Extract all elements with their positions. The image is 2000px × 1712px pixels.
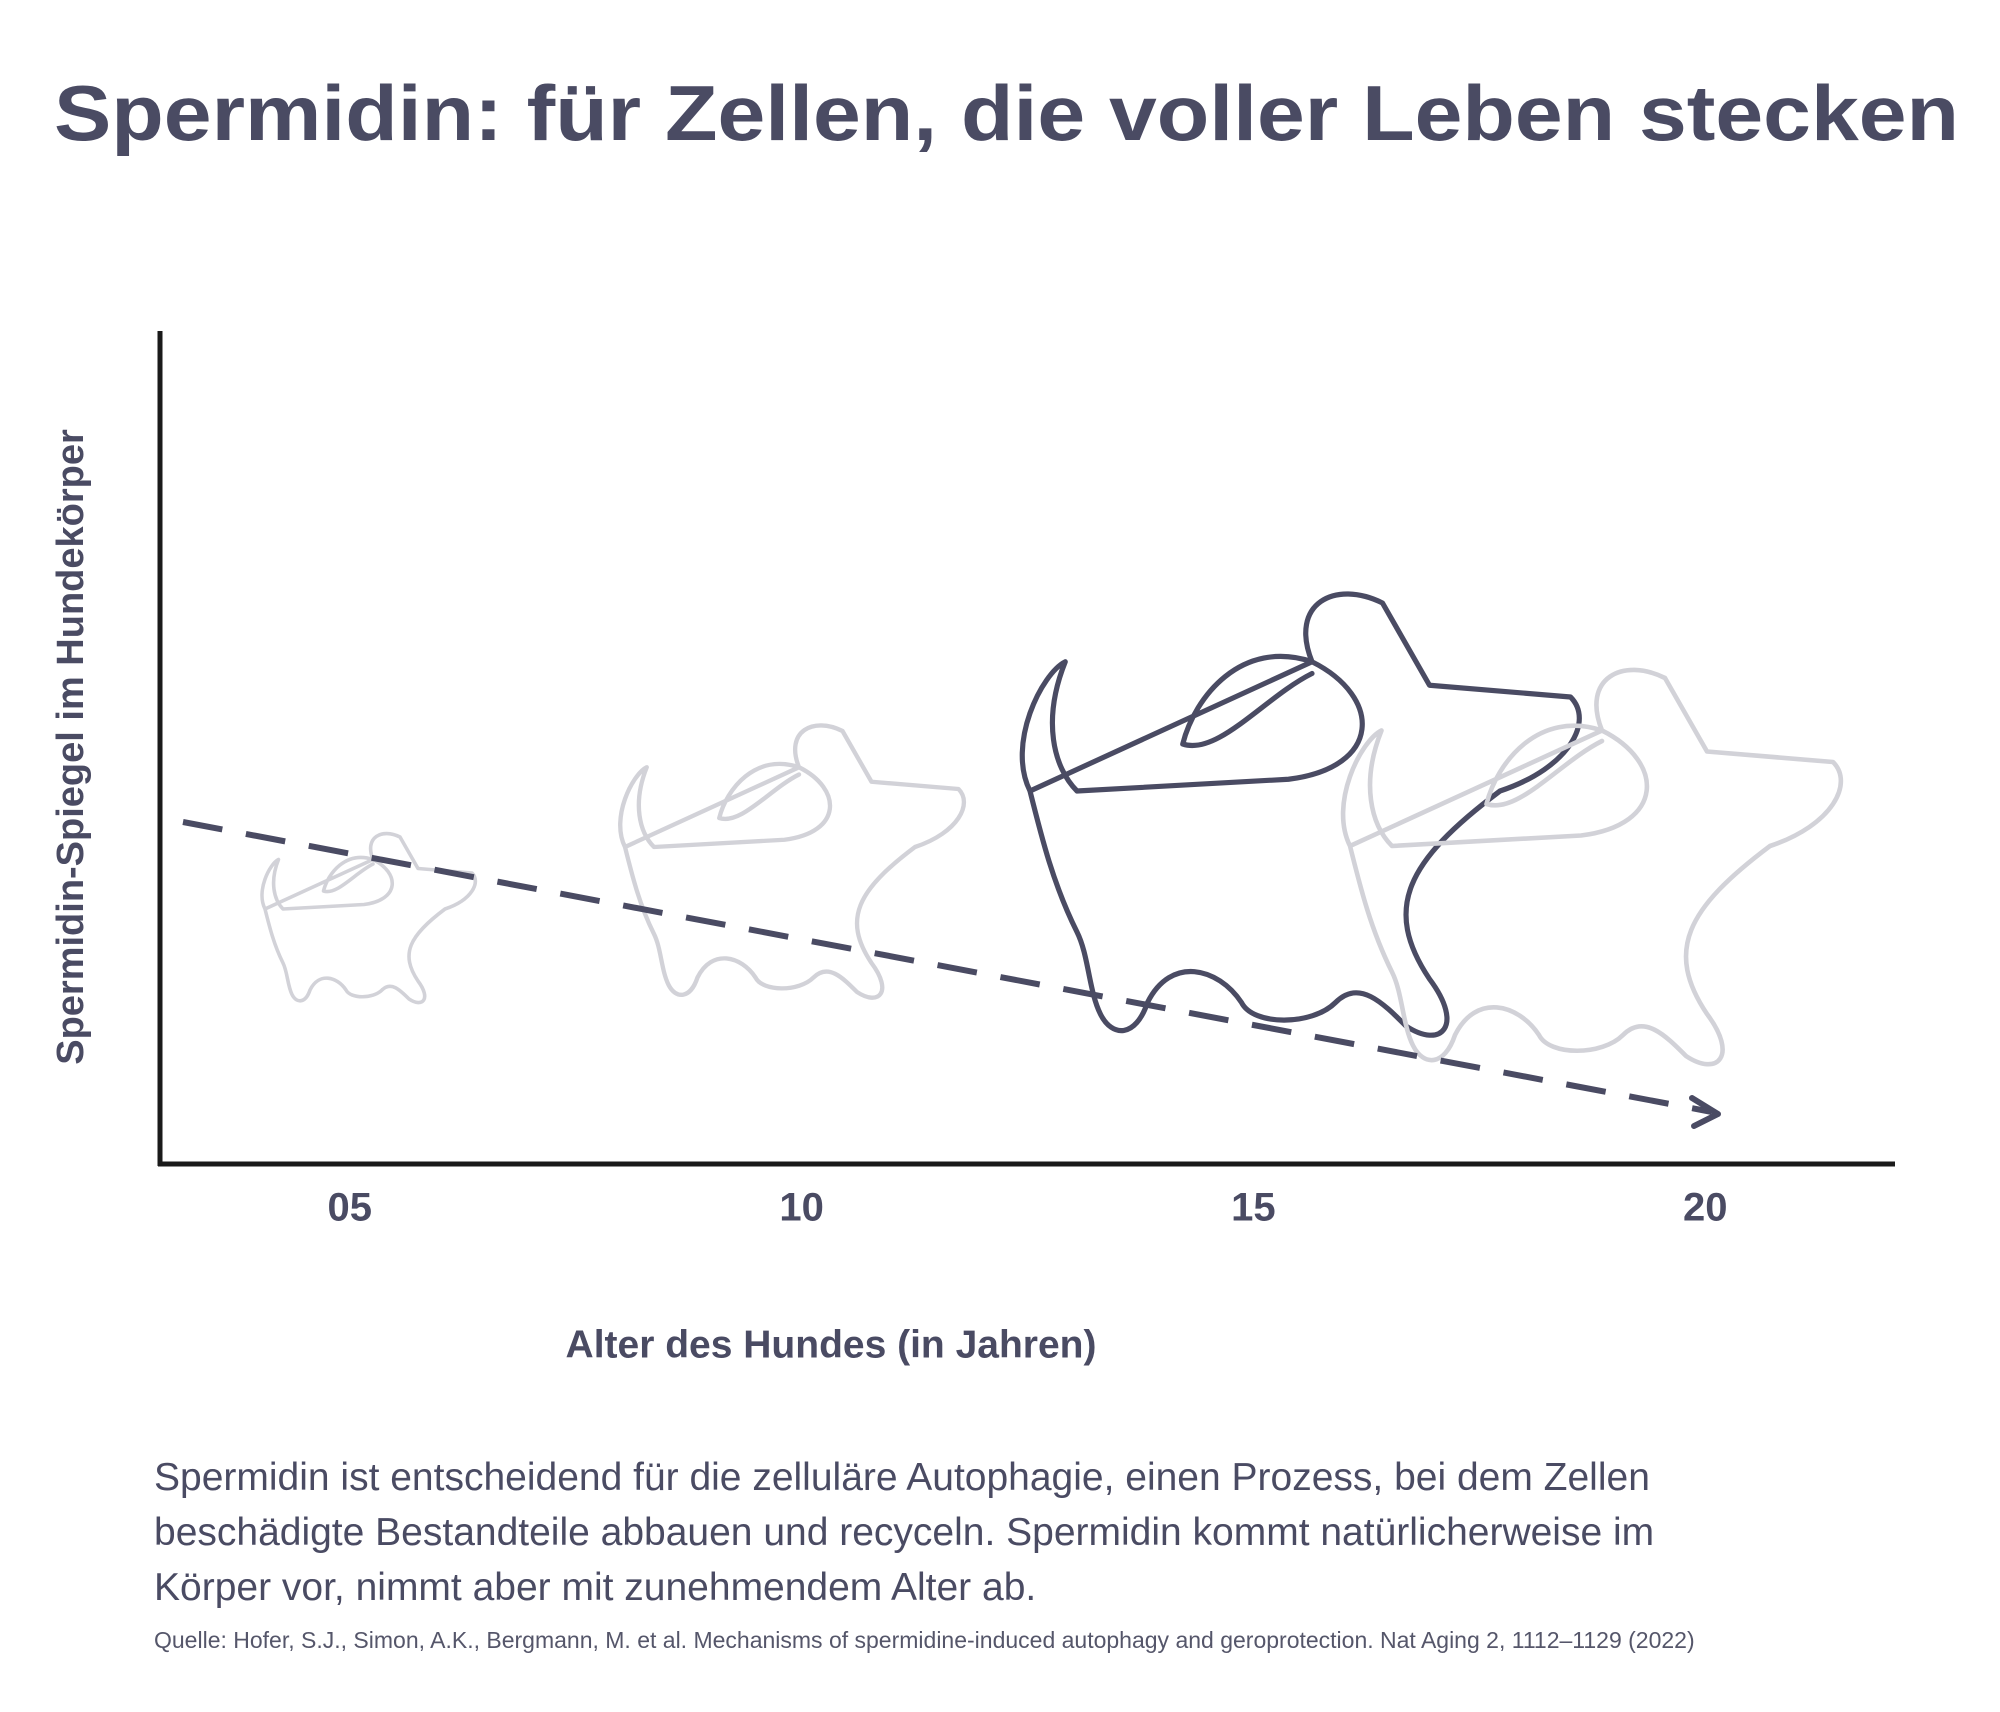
- x-tick-label: 15: [1231, 1186, 1276, 1230]
- trend-line: [182, 819, 1713, 1115]
- dog-puppy: [260, 831, 478, 1005]
- trend-arrow: [182, 819, 1721, 1129]
- description-line: Körper vor, nimmt aber mit zunehmendem A…: [154, 1566, 1036, 1609]
- arrow-head: [1689, 1095, 1721, 1129]
- description-line: Spermidin ist entscheidend für die zellu…: [154, 1456, 1650, 1499]
- chart-title: Spermidin: für Zellen, die voller Leben …: [54, 69, 1959, 157]
- dog-senior: [1343, 670, 1841, 1064]
- x-tick-label: 20: [1683, 1186, 1728, 1230]
- y-axis-label: Spermidin-Spiegel im Hundekörper: [50, 429, 92, 1065]
- source-note: Quelle: Hofer, S.J., Simon, A.K., Bergma…: [154, 1627, 1695, 1653]
- x-tick-label: 05: [328, 1186, 373, 1230]
- dog-young: [620, 725, 964, 997]
- x-axis-label: Alter des Hundes (in Jahren): [566, 1323, 1097, 1366]
- x-tick-label: 10: [779, 1186, 824, 1230]
- dog-adult: [1022, 594, 1579, 1035]
- description-line: beschädigte Bestandteile abbauen und rec…: [154, 1511, 1654, 1554]
- dog-illustrations: [260, 594, 1841, 1064]
